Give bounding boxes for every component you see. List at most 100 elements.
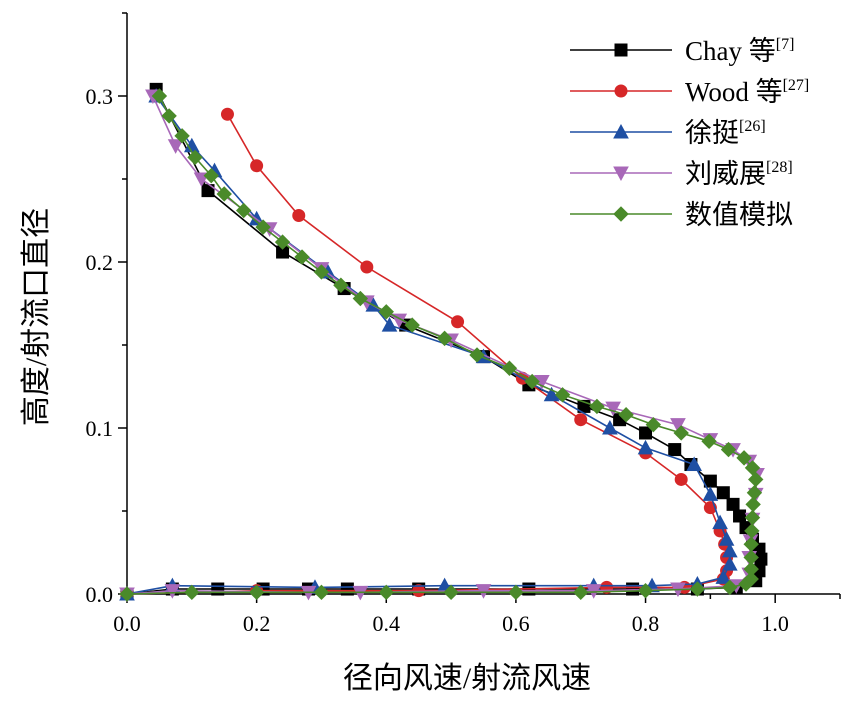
data-point: [715, 569, 732, 584]
data-point: [250, 159, 264, 173]
data-point: [743, 571, 759, 587]
legend-marker: [613, 166, 629, 182]
data-point: [744, 509, 761, 526]
x-tick-label: 0.0: [113, 611, 141, 636]
data-point: [639, 426, 653, 440]
data-point: [469, 347, 485, 363]
legend-reference: [7]: [776, 36, 795, 53]
data-point: [381, 317, 398, 332]
data-point: [235, 202, 252, 219]
data-point: [167, 139, 184, 154]
data-point: [255, 219, 271, 235]
legend-reference: [26]: [739, 118, 766, 135]
data-point: [554, 387, 571, 403]
data-point: [211, 582, 225, 596]
data-point: [151, 88, 168, 104]
data-point: [313, 584, 330, 601]
data-point: [743, 549, 759, 566]
legend-label: Wood 等[27]: [685, 77, 809, 107]
x-tick-label: 0.2: [243, 611, 271, 636]
data-point: [626, 582, 640, 596]
data-point: [524, 373, 540, 390]
data-point: [248, 584, 265, 601]
data-point: [673, 425, 689, 441]
data-point: [313, 264, 330, 280]
data-point: [721, 556, 738, 571]
data-point: [743, 536, 759, 552]
data-point: [543, 386, 560, 402]
legend-item: 徐挺[26]: [570, 118, 766, 148]
series-3: [119, 87, 738, 601]
data-point: [174, 128, 190, 144]
legend-marker: [613, 206, 629, 222]
legend-item: Chay 等[7]: [570, 36, 794, 66]
data-point: [744, 460, 761, 476]
x-tick-label: 0.4: [373, 611, 401, 636]
data-point: [645, 416, 662, 433]
series-2: [120, 107, 734, 601]
axes: 0.0 0.2 0.4 0.6 0.8 1.0 0.0 0.1 0.2 0.3: [86, 12, 841, 636]
data-point: [589, 398, 605, 415]
data-point: [605, 401, 621, 417]
data-point: [701, 433, 717, 449]
data-point: [637, 439, 654, 455]
data-point: [702, 486, 719, 501]
legend-reference: [27]: [783, 77, 810, 94]
data-point: [378, 584, 394, 601]
data-point: [161, 108, 177, 124]
x-axis-title: 径向风速/射流风速: [343, 662, 591, 695]
y-tick-label: 0.0: [86, 582, 114, 607]
data-point: [712, 514, 728, 530]
data-point: [119, 586, 135, 602]
data-point: [184, 584, 200, 601]
data-point: [748, 471, 764, 488]
data-point: [294, 249, 310, 265]
data-point: [744, 523, 760, 539]
legend-label: 徐挺[26]: [685, 118, 766, 148]
legend-reference: [28]: [766, 159, 793, 176]
y-tick-label: 0.3: [86, 84, 114, 109]
y-axis-title: 高度/射流口直径: [20, 208, 53, 426]
data-point: [689, 581, 706, 597]
y-tick-label: 0.1: [86, 416, 114, 441]
data-point: [745, 496, 761, 513]
data-point: [722, 579, 738, 596]
legend-item: 数值模拟: [570, 200, 793, 230]
data-point: [637, 582, 654, 599]
legend-label: Chay 等[7]: [685, 36, 794, 66]
legend-label: 数值模拟: [685, 200, 793, 230]
data-point: [668, 443, 682, 457]
y-tick-label: 0.2: [86, 250, 114, 275]
data-point: [436, 330, 453, 347]
x-tick-label: 0.8: [632, 611, 660, 636]
data-point: [274, 234, 291, 250]
data-point: [716, 486, 730, 500]
data-point: [736, 450, 752, 466]
data-point: [203, 167, 219, 184]
data-point: [475, 584, 492, 599]
data-point: [378, 304, 394, 320]
data-point: [674, 472, 688, 486]
data-point: [726, 497, 740, 511]
data-point: [292, 209, 306, 223]
plot-area: [119, 82, 768, 603]
series-line: [126, 113, 728, 595]
data-point: [352, 290, 369, 307]
data-point: [743, 561, 759, 577]
legend-marker: [613, 123, 629, 139]
data-point: [686, 456, 702, 472]
legend: Chay 等[7] Wood 等[27] 徐挺[26] 刘威展[28] 数值模拟: [570, 36, 809, 230]
data-point: [164, 584, 181, 599]
data-point: [720, 441, 737, 458]
data-point: [187, 149, 203, 166]
series-5: [119, 88, 764, 602]
x-tick-label: 0.6: [502, 611, 530, 636]
data-point: [718, 531, 735, 546]
legend-marker: [614, 43, 628, 57]
data-point: [340, 582, 354, 596]
series-line: [126, 95, 758, 595]
data-point: [670, 418, 686, 433]
data-point: [451, 315, 465, 329]
